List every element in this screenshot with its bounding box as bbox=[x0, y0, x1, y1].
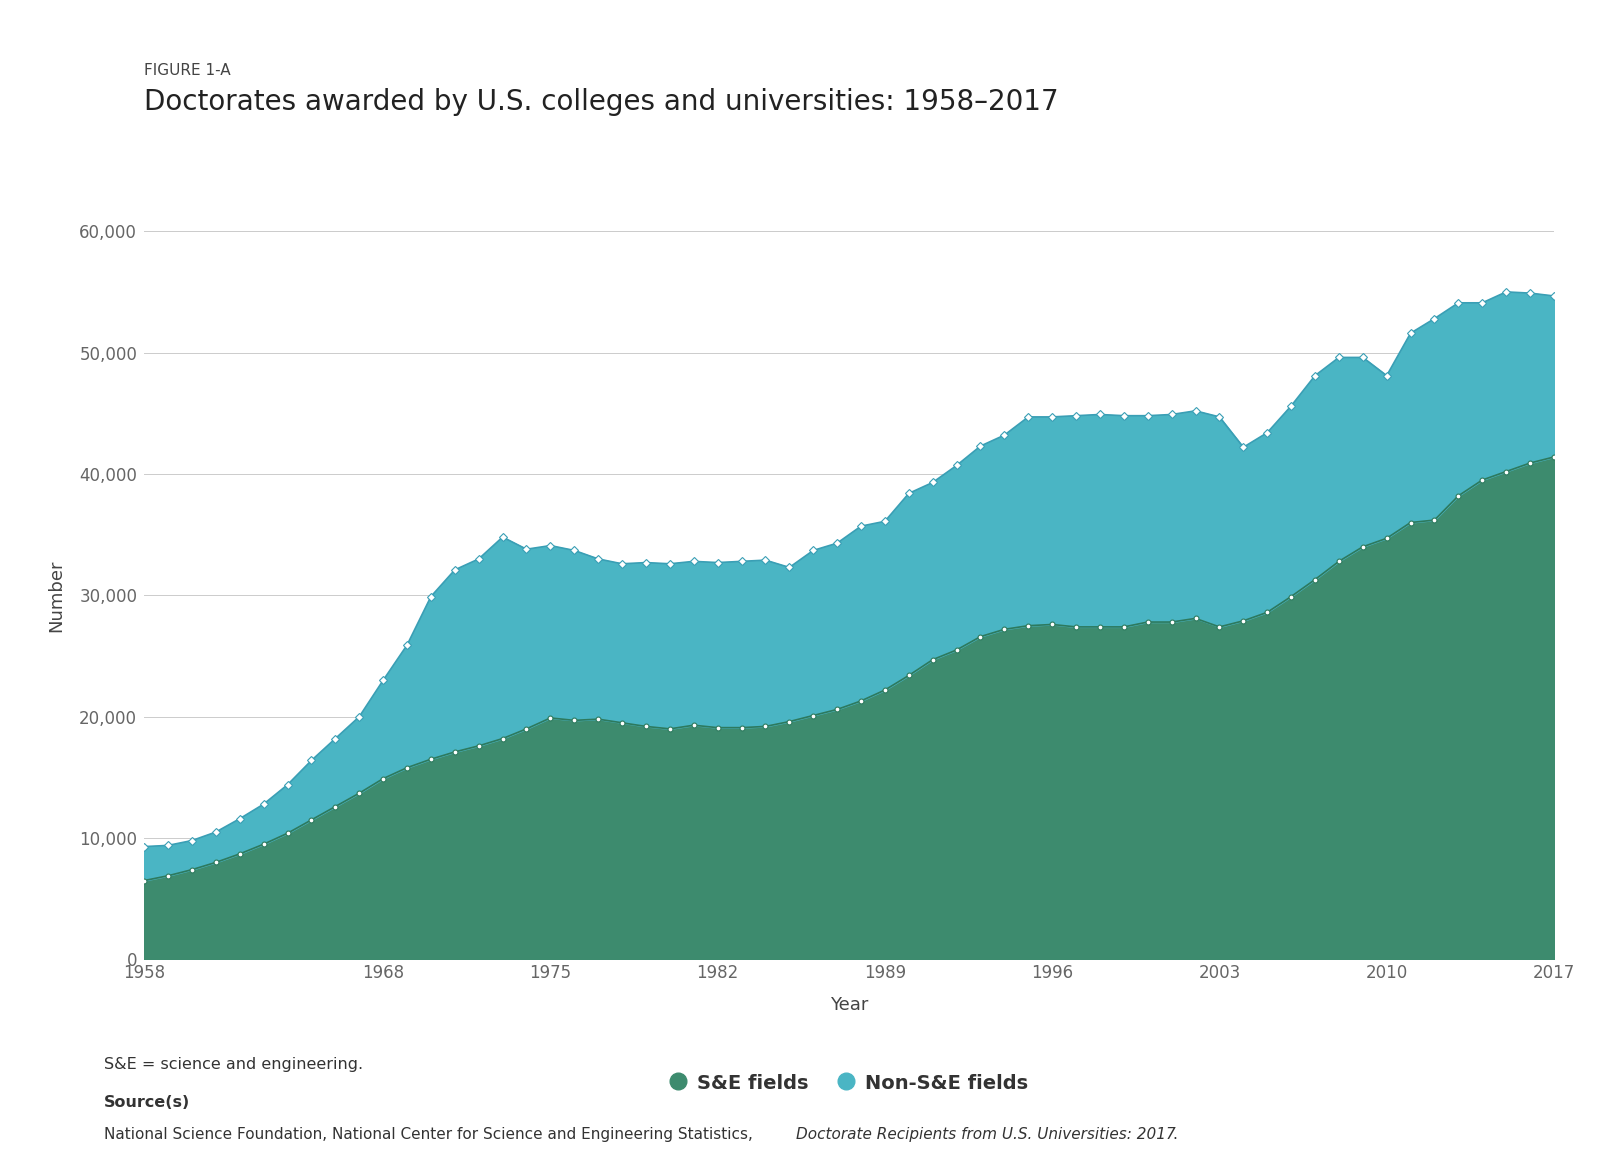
Legend: S&E fields, Non-S&E fields: S&E fields, Non-S&E fields bbox=[660, 1064, 1038, 1103]
Text: Doctorate Recipients from U.S. Universities: 2017: Doctorate Recipients from U.S. Universit… bbox=[796, 1127, 1176, 1142]
X-axis label: Year: Year bbox=[830, 996, 868, 1014]
Text: S&E = science and engineering.: S&E = science and engineering. bbox=[104, 1058, 364, 1073]
Text: .: . bbox=[1173, 1127, 1177, 1142]
Text: Source(s): Source(s) bbox=[104, 1096, 191, 1111]
Text: FIGURE 1-A: FIGURE 1-A bbox=[144, 64, 231, 79]
Y-axis label: Number: Number bbox=[48, 560, 66, 631]
Text: Doctorates awarded by U.S. colleges and universities: 1958–2017: Doctorates awarded by U.S. colleges and … bbox=[144, 88, 1059, 116]
Text: National Science Foundation, National Center for Science and Engineering Statist: National Science Foundation, National Ce… bbox=[104, 1127, 758, 1142]
